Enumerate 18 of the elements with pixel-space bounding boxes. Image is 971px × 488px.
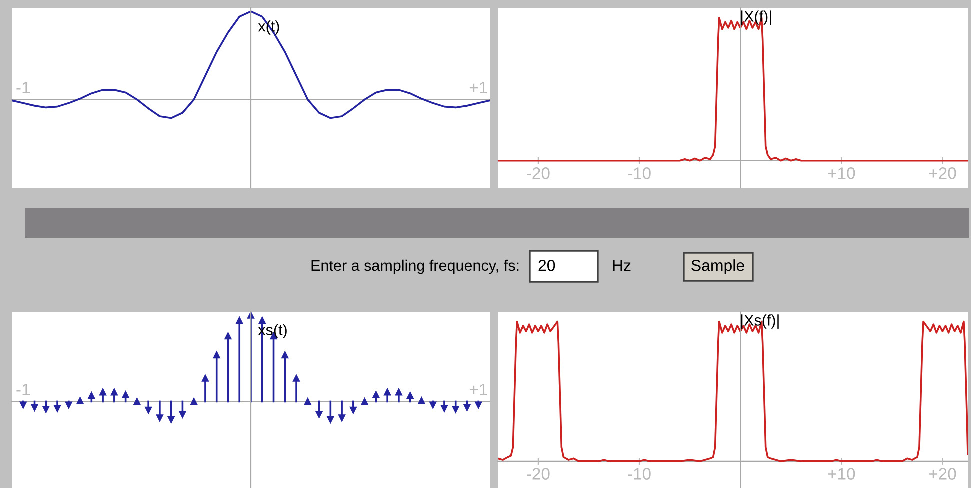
x-tick-label: +10 — [828, 168, 856, 180]
x-tick-label: +20 — [929, 168, 956, 180]
x-tick-label: -20 — [527, 168, 550, 180]
x-tick-label: -10 — [628, 468, 651, 480]
x-tick-label: +20 — [929, 468, 956, 480]
x-tick-label: +1 — [470, 384, 488, 396]
text: Sample — [692, 260, 744, 274]
chart-title: |X(f)| — [741, 10, 772, 26]
text: Enter a sampling frequency, fs: — [312, 260, 519, 274]
x-tick-label: -1 — [16, 384, 30, 396]
text: Hz — [613, 260, 631, 272]
x-tick-label: -20 — [527, 468, 550, 480]
chart-title: |Xs(f)| — [741, 314, 779, 329]
text: 20 — [538, 260, 556, 272]
x-tick-label: +10 — [828, 468, 856, 480]
x-tick-label: -1 — [16, 82, 30, 94]
x-tick-label: +1 — [470, 82, 488, 94]
x-tick-label: -10 — [628, 168, 651, 180]
